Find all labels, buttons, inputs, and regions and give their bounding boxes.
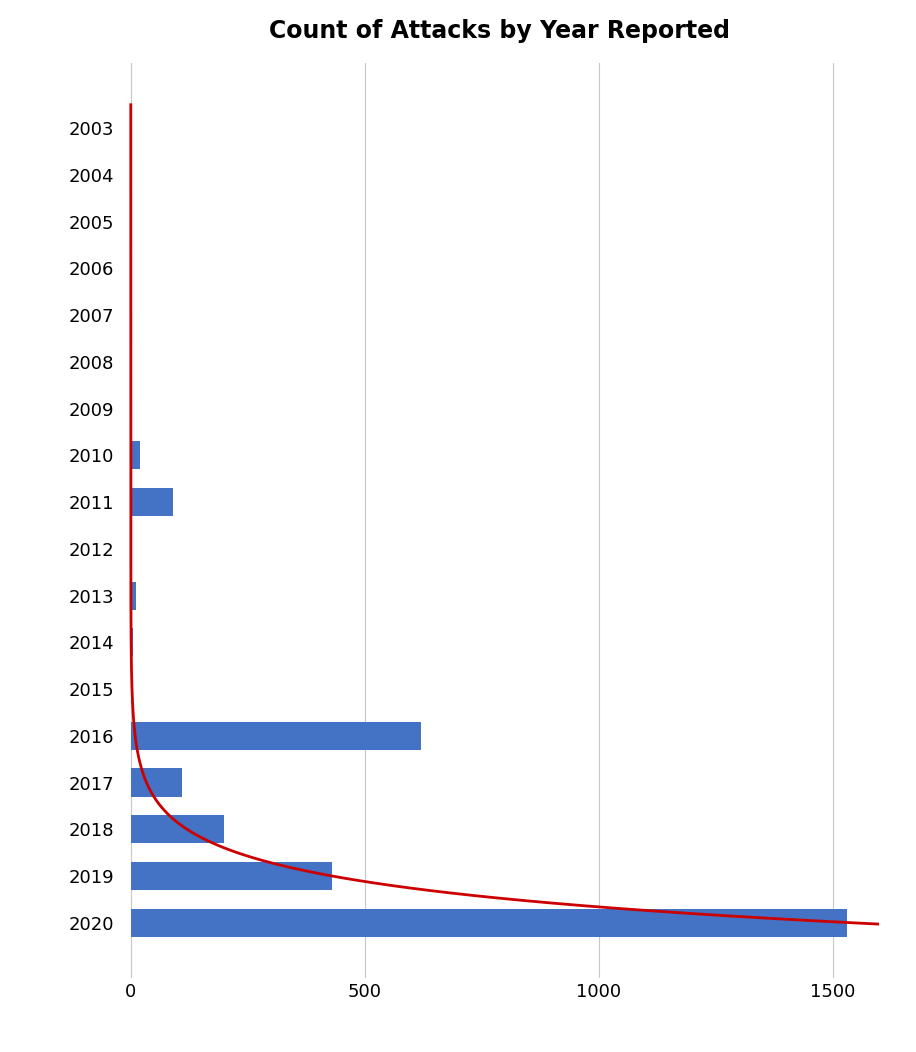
Bar	[131, 909, 846, 936]
Bar	[131, 534, 132, 563]
Bar	[131, 628, 133, 656]
Bar	[131, 815, 224, 844]
Bar	[131, 768, 182, 796]
Bar	[131, 488, 173, 517]
Title: Count of Attacks by Year Reported: Count of Attacks by Year Reported	[268, 19, 730, 43]
Bar	[131, 441, 140, 469]
Bar	[131, 582, 136, 609]
Bar	[131, 862, 332, 890]
Bar	[131, 675, 133, 703]
Bar	[131, 722, 420, 750]
